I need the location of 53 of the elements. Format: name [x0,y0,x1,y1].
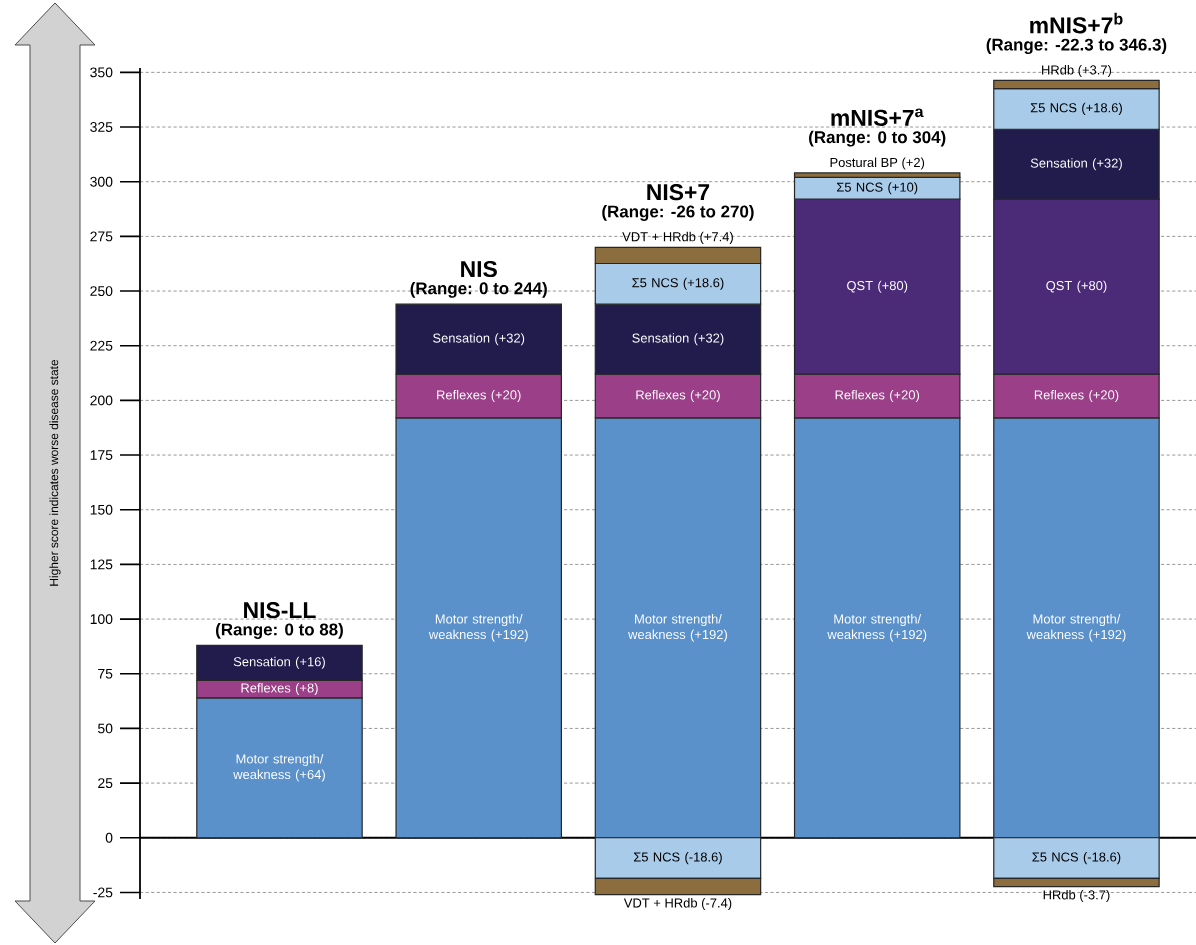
x-tick-label: mNIS+7$^{a}$ [831,108,924,126]
data-label: Motor strength/ weakness (+64) [233,753,325,782]
data-label: Σ5 NCS (-18.6) [1032,852,1121,865]
data-label: VDT + HRdb (-7.4) [623,898,732,911]
data-label: QST (+80) [847,280,908,293]
data-label: Sensation (+32) [433,333,525,346]
data-label: Σ5 NCS (+10) [837,182,918,195]
y-tick-label: 100 [90,614,113,625]
annotation: (Range: 0 to 304) [809,130,946,147]
data-label: HRdb (+3.7) [1042,65,1112,78]
x-tick-label: NIS+7 [647,184,710,201]
y-tick-label: 225 [90,340,113,351]
annotation: (Range: 0 to 88) [216,623,343,639]
data-label: Motor strength/ weakness (+192) [428,614,528,642]
data-label: Postural BP (+2) [830,157,925,170]
y-tick-label: 75 [98,668,113,679]
annotation: (Range: -22.3 to 346.3) [986,38,1167,55]
data-label: Sensation (+32) [1030,158,1122,171]
data-label: Motor strength/ weakness (+192) [628,614,727,642]
data-label: Reflexes (+20) [437,390,521,403]
y-tick-label: 350 [90,67,113,78]
y-tick-label: 0 [105,832,113,843]
data-label: VDT + HRdb (+7.4) [622,231,733,244]
data-label: Reflexes (+20) [835,390,920,403]
data-label: QST (+80) [1046,280,1107,293]
data-label: Sensation (+16) [233,656,325,669]
x-tick-label: NIS [461,260,497,278]
data-label: HRdb (-3.7) [1043,889,1110,903]
y-tick-label: 150 [90,504,113,515]
data-label: Σ5 NCS (+18.6) [632,277,724,290]
data-label: Reflexes (+8) [241,683,318,696]
y-tick-label: 125 [90,559,113,570]
y-tick-label: -25 [93,887,113,898]
x-tick-label: mNIS+7$^{b}$ [1030,12,1123,34]
y-axis-title: Higher score indicates worse disease state [49,359,61,586]
annotation: (Range: -26 to 270) [602,205,754,221]
data-label: Reflexes (+20) [1034,390,1119,403]
data-label: Motor strength/ weakness (+192) [827,614,927,642]
annotation: (Range: 0 to 244) [410,281,547,298]
y-tick-label: 275 [90,231,113,242]
y-tick-label: 250 [90,286,113,296]
y-tick-label: 200 [90,395,113,406]
data-label: Σ5 NCS (+18.6) [1030,102,1122,115]
y-tick-label: 175 [90,450,113,460]
y-tick-label: 25 [98,778,113,789]
y-tick-label: 300 [90,176,113,187]
data-label: Σ5 NCS (-18.6) [633,852,722,865]
data-label: Motor strength/ weakness (+192) [1026,614,1126,642]
data-label: Reflexes (+20) [636,390,720,403]
y-tick-label: 325 [90,122,113,132]
y-tick-label: 50 [98,723,113,734]
data-label: Sensation (+32) [632,333,724,346]
x-tick-label: NIS-LL [244,602,316,619]
